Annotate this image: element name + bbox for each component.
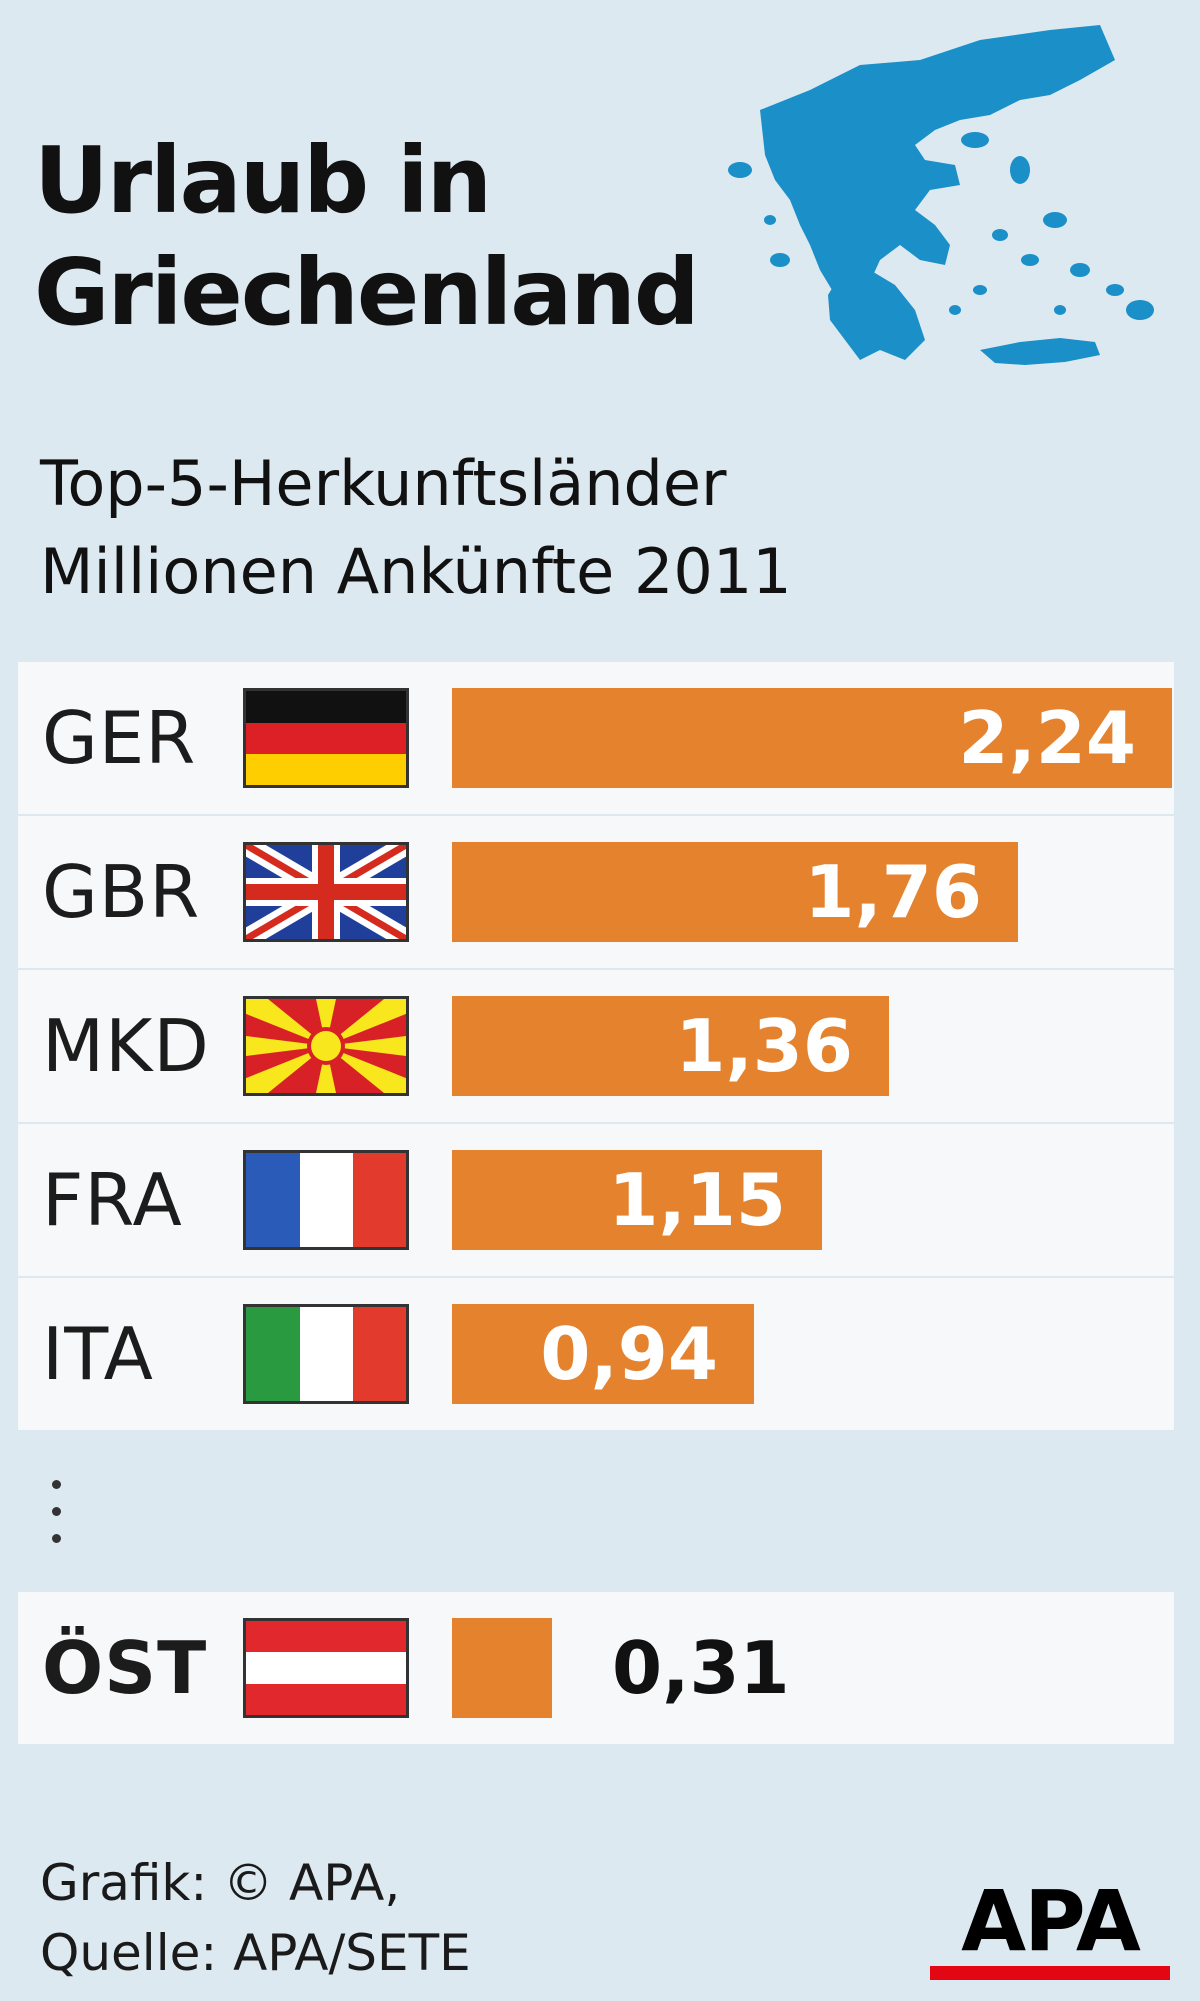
apa-logo: APA bbox=[930, 1872, 1170, 1980]
credit-line-1: Grafik: © APA, bbox=[40, 1854, 401, 1912]
category-label: GBR bbox=[42, 850, 201, 934]
bar-row: FRA 1,15 bbox=[18, 1124, 1174, 1276]
subtitle-line-1: Top-5-Herkunftsländer bbox=[40, 447, 727, 520]
flag-germany-icon bbox=[243, 688, 409, 788]
category-label: ITA bbox=[42, 1312, 154, 1396]
category-label: ÖST bbox=[42, 1626, 208, 1710]
category-label: MKD bbox=[42, 1004, 210, 1088]
title-line-2: Griechenland bbox=[34, 239, 700, 346]
bar-row: GBR 1,76 bbox=[18, 816, 1174, 968]
source-credit: Grafik: © APA, Quelle: APA/SETE bbox=[40, 1848, 471, 1988]
greece-map-icon bbox=[728, 25, 1154, 365]
bar bbox=[452, 996, 889, 1096]
flag-italy-icon bbox=[243, 1304, 409, 1404]
bar-row: GER 2,24 bbox=[18, 662, 1174, 814]
bar-row: ÖST 0,31 bbox=[18, 1592, 1174, 1744]
bar bbox=[452, 1150, 822, 1250]
subtitle-line-2: Millionen Ankünfte 2011 bbox=[40, 535, 792, 608]
bar-row: MKD 1,36 bbox=[18, 970, 1174, 1122]
apa-logo-text: APA bbox=[961, 1872, 1141, 1970]
title-line-1: Urlaub in bbox=[34, 127, 492, 234]
flag-uk-icon bbox=[240, 836, 412, 948]
flag-macedonia-icon bbox=[238, 986, 414, 1106]
data-label: 1,15 bbox=[608, 1158, 786, 1242]
chart-title: Urlaub in Griechenland bbox=[34, 125, 700, 349]
bar-row: ITA 0,94 bbox=[18, 1278, 1174, 1430]
bar bbox=[452, 842, 1018, 942]
data-label: 1,36 bbox=[675, 1004, 853, 1088]
data-label: 1,76 bbox=[804, 850, 982, 934]
bar bbox=[452, 688, 1172, 788]
bar bbox=[452, 1304, 754, 1404]
ellipsis-dots bbox=[52, 1480, 62, 1561]
data-label: 0,94 bbox=[540, 1312, 718, 1396]
category-label: FRA bbox=[42, 1158, 183, 1242]
credit-line-2: Quelle: APA/SETE bbox=[40, 1924, 471, 1982]
flag-france-icon bbox=[243, 1150, 409, 1250]
chart-subtitle: Top-5-Herkunftsländer Millionen Ankünfte… bbox=[40, 440, 792, 616]
apa-logo-stripe bbox=[930, 1966, 1170, 1980]
category-label: GER bbox=[42, 696, 197, 780]
data-label: 2,24 bbox=[958, 696, 1136, 780]
bar bbox=[452, 1618, 552, 1718]
data-label: 0,31 bbox=[612, 1626, 790, 1710]
flag-austria-icon bbox=[243, 1618, 409, 1718]
